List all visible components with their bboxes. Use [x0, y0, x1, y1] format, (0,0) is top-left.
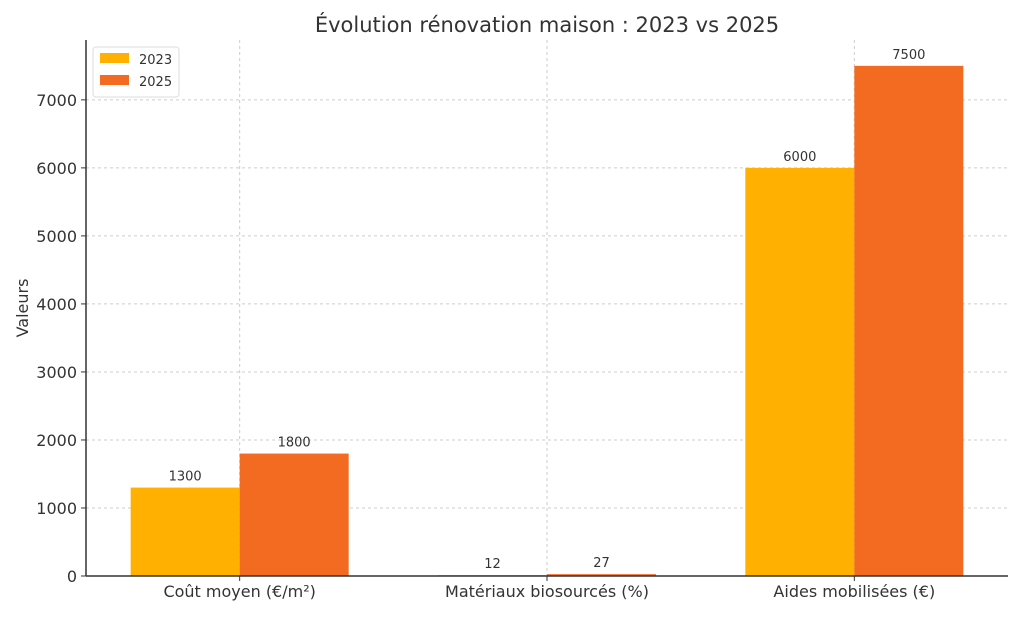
- legend-swatch: [100, 53, 129, 63]
- y-tick-label: 5000: [36, 227, 77, 246]
- bar-2023: [745, 167, 855, 576]
- legend-swatch: [100, 75, 129, 85]
- legend-label: 2023: [139, 53, 172, 68]
- legend-label: 2025: [139, 75, 172, 90]
- data-label: 1800: [278, 436, 311, 451]
- bar-2025: [239, 453, 349, 576]
- y-axis-label: Valeurs: [13, 279, 32, 338]
- bar-2025: [547, 574, 656, 576]
- y-tick-label: 6000: [36, 159, 77, 178]
- y-tick-label: 3000: [36, 363, 77, 382]
- data-label: 27: [593, 556, 610, 571]
- y-tick-label: 4000: [36, 295, 77, 314]
- data-label: 7500: [892, 48, 925, 63]
- legend: 2023 2025: [92, 46, 180, 98]
- data-label: 12: [484, 557, 501, 572]
- y-tick-label: 7000: [36, 91, 77, 110]
- y-tick-label: 0: [67, 567, 77, 586]
- x-tick-label: Aides mobilisées (€): [773, 582, 935, 601]
- x-tick-label: Coût moyen (€/m²): [163, 582, 315, 601]
- y-tick-label: 1000: [36, 499, 77, 518]
- x-tick-label: Matériaux biosourcés (%): [445, 582, 649, 601]
- chart-title: Évolution rénovation maison : 2023 vs 20…: [315, 12, 779, 37]
- bar-2025: [854, 65, 964, 576]
- data-label: 6000: [783, 150, 816, 165]
- axes: 0 1000 2000 3000 4000 5000 6000 7000 Coût moyen …: [36, 40, 1008, 601]
- y-tick-label: 2000: [36, 431, 77, 450]
- data-label: 1300: [169, 470, 202, 485]
- bars: 1300 12 6000 1800 27 7500: [130, 48, 964, 576]
- bar-2023: [130, 487, 240, 576]
